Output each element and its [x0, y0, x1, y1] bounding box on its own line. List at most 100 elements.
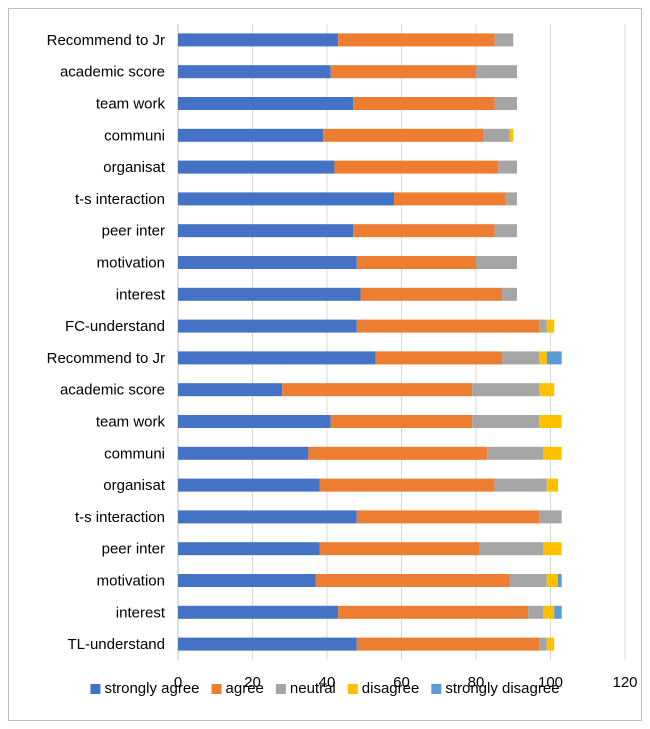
bar-segment-disagree — [539, 351, 547, 365]
bar-segment-neutral — [528, 605, 544, 619]
x-tick-label: 20 — [244, 674, 261, 691]
bar-segment-neutral — [502, 287, 517, 301]
bar-segment-neutral — [483, 128, 510, 142]
bar-segment-strongly-disagree — [557, 574, 562, 587]
bar-segment-agree — [360, 287, 503, 301]
bar-segment-neutral — [487, 446, 544, 460]
bar-segment-strongly-agree — [178, 415, 331, 428]
category-label: Recommend to Jr — [47, 32, 165, 49]
bar-segment-neutral — [498, 160, 517, 174]
bar-segment-agree — [353, 97, 495, 110]
bar-segment-strongly-agree — [178, 574, 316, 587]
x-tick-label: 100 — [538, 674, 563, 691]
bar-segment-agree — [308, 446, 488, 460]
bar-segment-agree — [375, 351, 503, 365]
bar-segment-neutral — [539, 637, 547, 651]
category-label: communi — [104, 127, 165, 144]
category-label: academic score — [60, 382, 165, 399]
bar-segment-agree — [356, 637, 540, 651]
legend-swatch-strongly-disagree — [431, 684, 442, 694]
bar-segment-disagree — [543, 446, 562, 460]
bar-segment-strongly-agree — [178, 192, 395, 206]
category-label: t-s interaction — [75, 191, 165, 208]
category-label: interest — [116, 604, 166, 621]
bar-segment-disagree — [509, 128, 514, 142]
bar-segment-neutral — [494, 33, 514, 47]
bar-segment-strongly-agree — [178, 128, 324, 142]
bar-segment-agree — [356, 510, 540, 524]
bar-segment-disagree — [539, 415, 562, 428]
x-tick-label: 0 — [174, 674, 182, 691]
bar-segment-strongly-agree — [178, 605, 339, 619]
bar-segment-agree — [319, 478, 495, 492]
category-label: TL-understand — [67, 636, 165, 653]
bar-segment-agree — [330, 65, 476, 79]
bar-segment-disagree — [543, 605, 555, 619]
bar-segment-neutral — [494, 478, 547, 492]
bar-segment-strongly-agree — [178, 65, 331, 79]
category-label: motivation — [97, 573, 165, 590]
chart-frame — [8, 8, 642, 721]
legend-swatch-agree — [211, 684, 222, 694]
bar-segment-neutral — [476, 256, 517, 269]
bar-segment-strongly-disagree — [554, 605, 562, 619]
bar-segment-neutral — [472, 415, 540, 428]
bar-segment-agree — [323, 128, 484, 142]
bar-segment-strongly-agree — [178, 33, 339, 47]
legend-swatch-disagree — [347, 684, 358, 694]
bar-segment-neutral — [494, 97, 517, 110]
bar-segment-neutral — [539, 510, 562, 524]
bar-segment-agree — [394, 192, 506, 206]
category-label: interest — [116, 286, 166, 303]
bar-segment-disagree — [539, 383, 555, 397]
category-label: team work — [96, 414, 166, 431]
legend-label: neutral — [290, 680, 336, 697]
x-tick-label: 80 — [468, 674, 485, 691]
bar-segment-neutral — [472, 383, 540, 397]
bar-segment-strongly-agree — [178, 97, 354, 110]
bar-segment-disagree — [543, 542, 562, 556]
bar-segment-agree — [356, 319, 540, 333]
bar-segment-strongly-agree — [178, 256, 357, 269]
bar-segment-agree — [334, 160, 499, 174]
bar-segment-neutral — [509, 574, 547, 587]
bar-segment-agree — [338, 33, 495, 47]
bar-segment-neutral — [494, 224, 517, 238]
bar-segment-strongly-agree — [178, 160, 335, 174]
bar-segment-strongly-agree — [178, 224, 354, 238]
bar-segment-agree — [353, 224, 495, 238]
legend-swatch-neutral — [275, 684, 286, 694]
bar-segment-strongly-disagree — [546, 351, 562, 365]
bar-segment-agree — [315, 574, 510, 587]
bar-segment-strongly-agree — [178, 510, 357, 524]
x-tick-label: 40 — [319, 674, 336, 691]
x-tick-label: 120 — [612, 674, 637, 691]
bar-segment-agree — [330, 415, 473, 428]
bar-segment-strongly-agree — [178, 351, 376, 365]
legend-label: strongly disagree — [445, 680, 559, 697]
category-label: organisat — [103, 159, 166, 176]
bar-segment-neutral — [479, 542, 544, 556]
category-label: motivation — [97, 255, 165, 272]
bar-segment-agree — [338, 605, 529, 619]
bar-segment-disagree — [546, 478, 558, 492]
category-label: peer inter — [102, 541, 165, 558]
bar-segment-disagree — [546, 574, 558, 587]
bar-segment-agree — [319, 542, 480, 556]
bar-segment-disagree — [546, 319, 555, 333]
legend-label: strongly agree — [104, 680, 199, 697]
bar-segment-strongly-agree — [178, 287, 361, 301]
x-tick-label: 60 — [393, 674, 410, 691]
legend-swatch-strongly-agree — [90, 684, 101, 694]
category-label: academic score — [60, 64, 165, 81]
bar-segment-neutral — [476, 65, 517, 79]
legend-label: disagree — [362, 680, 420, 697]
category-label: team work — [96, 96, 166, 113]
category-label: Recommend to Jr — [47, 350, 165, 367]
category-label: organisat — [103, 477, 166, 494]
bar-segment-strongly-agree — [178, 446, 309, 460]
category-label: FC-understand — [65, 318, 165, 335]
bar-segment-neutral — [505, 192, 517, 206]
bar-segment-strongly-agree — [178, 319, 357, 333]
